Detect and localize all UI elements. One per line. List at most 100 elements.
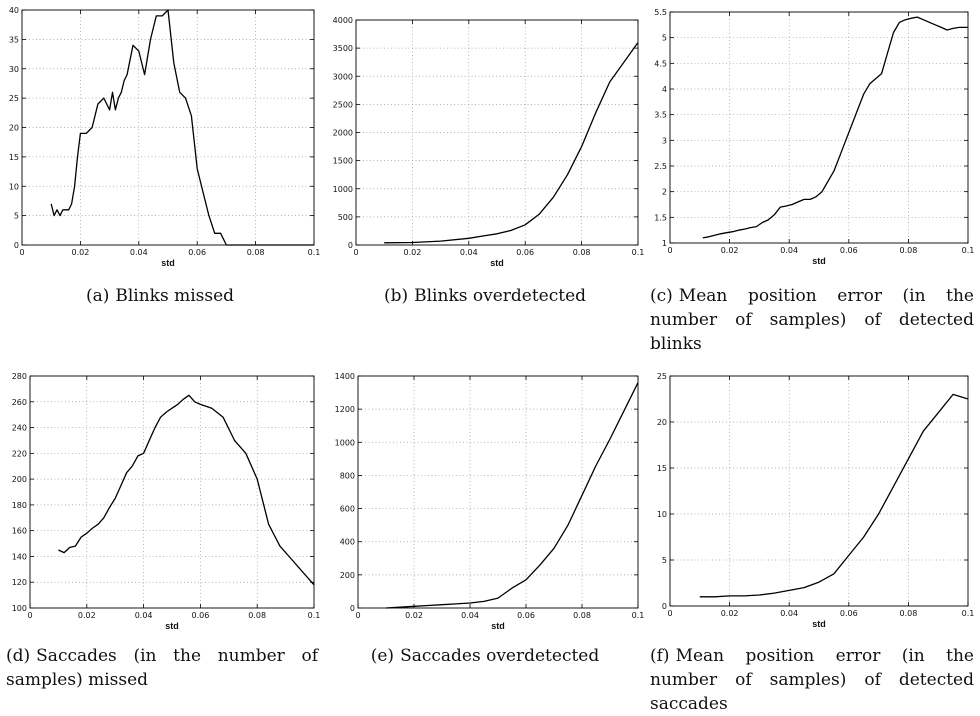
chart-d-xtick-label-2: 0.04 — [135, 611, 153, 620]
chart-c-ytick-label-9: 5.5 — [654, 8, 667, 17]
caption-d-label: (d) — [6, 646, 31, 666]
chart-a-ytick-label-0: 0 — [14, 241, 19, 250]
chart-f: 0 5 10 15 20 25 0 0.02 0.04 0.06 0.08 0.1 std — [648, 364, 978, 636]
caption-c: (c) Mean position error (in the number of… — [650, 284, 974, 356]
caption-b: (b) Blinks overdetected — [324, 284, 646, 308]
chart-d-xtick-label-1: 0.02 — [78, 611, 96, 620]
chart-e-ytick-label-5: 1000 — [335, 438, 355, 447]
chart-f-xtick-label-0: 0 — [667, 609, 672, 618]
chart-e-svg: 0 200 400 600 800 1000 1200 1400 0 0.02 0.04 0.06 0.… — [335, 372, 645, 631]
chart-b-xtick-label-5: 0.1 — [632, 248, 645, 257]
chart-a-xtick-label-4: 0.08 — [247, 248, 265, 257]
caption-e: (e) Saccades overdetected — [324, 644, 646, 668]
chart-f-frame — [669, 375, 969, 607]
chart-e-xtick-label-0: 0 — [355, 611, 360, 620]
chart-c-ytick-label-7: 4.5 — [654, 59, 667, 68]
chart-b-ytick-label-0: 0 — [348, 241, 353, 250]
chart-a-ytick-label-8: 40 — [9, 6, 19, 15]
chart-f-ytick-label-1: 5 — [662, 556, 667, 565]
chart-c-ytick-label-3: 2.5 — [654, 162, 667, 171]
chart-c-xtick-label-0: 0 — [667, 246, 672, 255]
chart-b-xtick-label-1: 0.02 — [403, 248, 421, 257]
chart-f-svg: 0 5 10 15 20 25 0 0.02 0.04 0.06 0.08 0.1 std — [657, 372, 975, 629]
chart-f-xlabel: std — [812, 619, 826, 629]
chart-b-frame — [355, 19, 639, 246]
chart-a-ytick-label-3: 15 — [9, 153, 19, 162]
chart-b-ytick-label-8: 4000 — [333, 16, 353, 25]
chart-d-svg: 100 120 140 160 180 200 220 240 260 280 0 0.02 0.04 0… — [12, 372, 321, 631]
chart-c-ytick-label-5: 3.5 — [654, 111, 667, 120]
chart-b-ytick-label-7: 3500 — [333, 44, 353, 53]
chart-d-xtick-label-5: 0.1 — [308, 611, 321, 620]
chart-f-xtick-label-3: 0.06 — [840, 609, 858, 618]
chart-a-xtick-label-5: 0.1 — [308, 248, 321, 257]
chart-c-svg: 1 1.5 2 2.5 3 3.5 4 4.5 5 5.5 0 0.02 0.04 0.06 0.08 0.1… — [654, 8, 975, 266]
caption-c-text: Mean position error (in the number of sa… — [650, 286, 974, 354]
chart-f-xtick-label-4: 0.08 — [899, 609, 917, 618]
chart-c-xtick-label-1: 0.02 — [721, 246, 739, 255]
chart-f-ytick-label-3: 15 — [657, 464, 667, 473]
chart-f-ytick-label-4: 20 — [657, 418, 667, 427]
chart-e-ytick-label-3: 600 — [340, 505, 355, 514]
chart-d-ytick-label-2: 140 — [12, 552, 27, 561]
chart-a-ytick-label-2: 10 — [9, 182, 19, 191]
caption-a-label: (a) — [85, 286, 110, 306]
chart-b-ytick-label-5: 2500 — [333, 100, 353, 109]
chart-e-ytick-label-2: 400 — [340, 538, 355, 547]
chart-a-xtick-label-2: 0.04 — [130, 248, 148, 257]
chart-d-xlabel: std — [165, 621, 179, 631]
chart-f-ytick-label-0: 0 — [662, 602, 667, 611]
chart-a-svg: 0 5 10 15 20 25 30 35 40 0 0.02 0.04 0.06 0.08 0.1 std — [9, 6, 321, 268]
chart-b-xtick-label-3: 0.06 — [516, 248, 534, 257]
chart-b-svg: 0 500 1000 1500 2000 2500 3000 3500 4000 0 0.02 0.0… — [333, 16, 645, 268]
caption-f-text: Mean position error (in the number of sa… — [650, 646, 974, 714]
caption-a-text: Blinks missed — [115, 286, 235, 306]
chart-c-ytick-label-2: 2 — [662, 188, 667, 197]
chart-a-series-line — [50, 9, 314, 246]
chart-c-ytick-label-8: 5 — [662, 34, 667, 43]
chart-e-xtick-label-3: 0.06 — [517, 611, 535, 620]
chart-e-ytick-label-1: 200 — [340, 571, 355, 580]
chart-e-ytick-label-6: 1200 — [335, 405, 355, 414]
chart-b-xtick-label-4: 0.08 — [573, 248, 591, 257]
chart-c-ytick-label-6: 4 — [662, 85, 667, 94]
chart-a-xtick-label-0: 0 — [19, 248, 24, 257]
chart-d-xtick-label-3: 0.06 — [191, 611, 209, 620]
chart-c-frame — [669, 11, 969, 244]
chart-f-series-line — [699, 393, 969, 598]
chart-e-series-line — [385, 382, 639, 609]
chart-a-ytick-label-7: 35 — [9, 35, 19, 44]
chart-b-ytick-label-4: 2000 — [333, 129, 353, 138]
chart-c-ytick-label-0: 1 — [662, 239, 667, 248]
chart-e-xtick-label-4: 0.08 — [573, 611, 591, 620]
chart-c-xtick-label-5: 0.1 — [962, 246, 975, 255]
chart-c-xtick-label-4: 0.08 — [899, 246, 917, 255]
chart-e: 0 200 400 600 800 1000 1200 1400 0 0.02 0.04 0.06 0.… — [322, 364, 645, 636]
chart-a-ytick-label-5: 25 — [9, 94, 19, 103]
caption-d-text: Saccades (in the number of samples) miss… — [6, 646, 318, 690]
chart-c-xtick-label-3: 0.06 — [840, 246, 858, 255]
caption-c-label: (c) — [650, 286, 673, 306]
chart-a-xtick-label-1: 0.02 — [71, 248, 89, 257]
chart-b-xtick-label-2: 0.04 — [460, 248, 478, 257]
chart-d-ytick-label-7: 240 — [12, 424, 27, 433]
chart-a-xtick-label-3: 0.06 — [188, 248, 206, 257]
chart-e-xtick-label-1: 0.02 — [405, 611, 423, 620]
chart-f-ytick-label-5: 25 — [657, 372, 667, 381]
caption-a: (a) Blinks missed — [0, 284, 320, 308]
chart-e-xtick-label-2: 0.04 — [461, 611, 479, 620]
chart-f-xtick-label-5: 0.1 — [962, 609, 975, 618]
chart-b-ytick-label-6: 3000 — [333, 72, 353, 81]
caption-b-label: (b) — [383, 286, 409, 306]
chart-c-ytick-label-1: 1.5 — [654, 213, 667, 222]
chart-c-xlabel: std — [812, 256, 826, 266]
chart-a-ytick-label-1: 5 — [14, 212, 19, 221]
caption-f: (f) Mean position error (in the number of… — [650, 644, 974, 716]
chart-d: 100 120 140 160 180 200 220 240 260 280 0 0.02 0.04 0… — [0, 364, 321, 636]
chart-b-ytick-label-1: 500 — [338, 213, 353, 222]
chart-d-frame — [29, 375, 315, 609]
chart-d-ytick-label-5: 200 — [12, 475, 27, 484]
chart-c-series-line — [702, 16, 968, 239]
chart-e-ytick-label-4: 800 — [340, 471, 355, 480]
chart-e-xlabel: std — [491, 621, 505, 631]
